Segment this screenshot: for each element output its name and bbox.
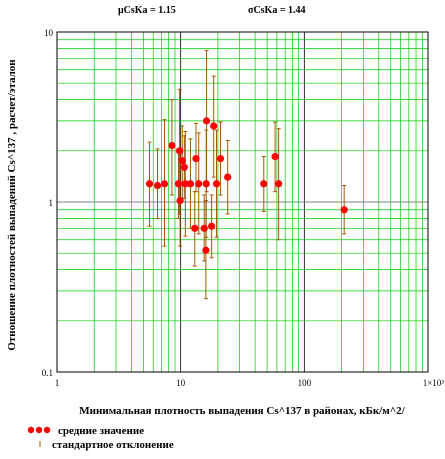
data-point bbox=[178, 157, 186, 165]
y-tick-label: 1 bbox=[49, 198, 54, 208]
error-bars bbox=[147, 49, 347, 300]
data-point bbox=[210, 122, 218, 130]
data-points bbox=[145, 117, 348, 254]
data-point bbox=[212, 180, 221, 188]
x-axis-label: Минимальная плотность выпадения Cs^137 в… bbox=[79, 405, 405, 417]
y-axis-label: Отношение плотностей выпадений Cs^137 , … bbox=[6, 59, 18, 351]
sigma-stat-label: σCsKa = 1.44 bbox=[248, 5, 306, 16]
data-point bbox=[153, 181, 162, 190]
x-tick-label: 10 bbox=[176, 378, 186, 388]
data-point bbox=[275, 180, 283, 188]
data-point bbox=[168, 141, 176, 150]
y-tick-label: 10 bbox=[44, 28, 54, 38]
data-point bbox=[271, 152, 279, 161]
legend-mean-label: средние значение bbox=[58, 425, 144, 437]
data-point bbox=[340, 206, 348, 214]
data-point bbox=[181, 180, 189, 188]
mean-stat-label: μCsKa = 1.15 bbox=[118, 5, 176, 16]
legend-point-marker bbox=[35, 426, 43, 434]
data-point bbox=[202, 180, 210, 188]
data-point bbox=[200, 224, 208, 232]
data-point bbox=[160, 180, 169, 188]
data-point bbox=[180, 163, 188, 171]
legend: средние значение стандартное отклонение bbox=[27, 425, 174, 451]
data-point bbox=[224, 173, 232, 181]
data-point bbox=[202, 117, 211, 125]
data-point bbox=[260, 180, 268, 188]
data-point bbox=[195, 180, 203, 188]
data-point bbox=[216, 155, 225, 163]
data-point bbox=[191, 224, 199, 232]
data-point bbox=[208, 222, 216, 230]
x-tick-label: 1×10³ bbox=[423, 378, 445, 388]
legend-point-marker bbox=[27, 426, 35, 434]
plot-frame bbox=[56, 31, 429, 373]
data-point bbox=[174, 180, 183, 188]
y-tick-label: 0.1 bbox=[42, 368, 53, 378]
data-point bbox=[186, 180, 195, 188]
x-tick-label: 1 bbox=[55, 378, 60, 388]
legend-deviation-label: стандартное отклонение bbox=[52, 439, 174, 451]
data-point bbox=[192, 155, 200, 163]
data-point bbox=[202, 246, 210, 254]
data-point bbox=[175, 147, 184, 155]
data-point bbox=[145, 180, 154, 188]
x-tick-label: 100 bbox=[298, 378, 312, 388]
legend-point-marker bbox=[43, 426, 51, 434]
data-point bbox=[176, 196, 184, 205]
